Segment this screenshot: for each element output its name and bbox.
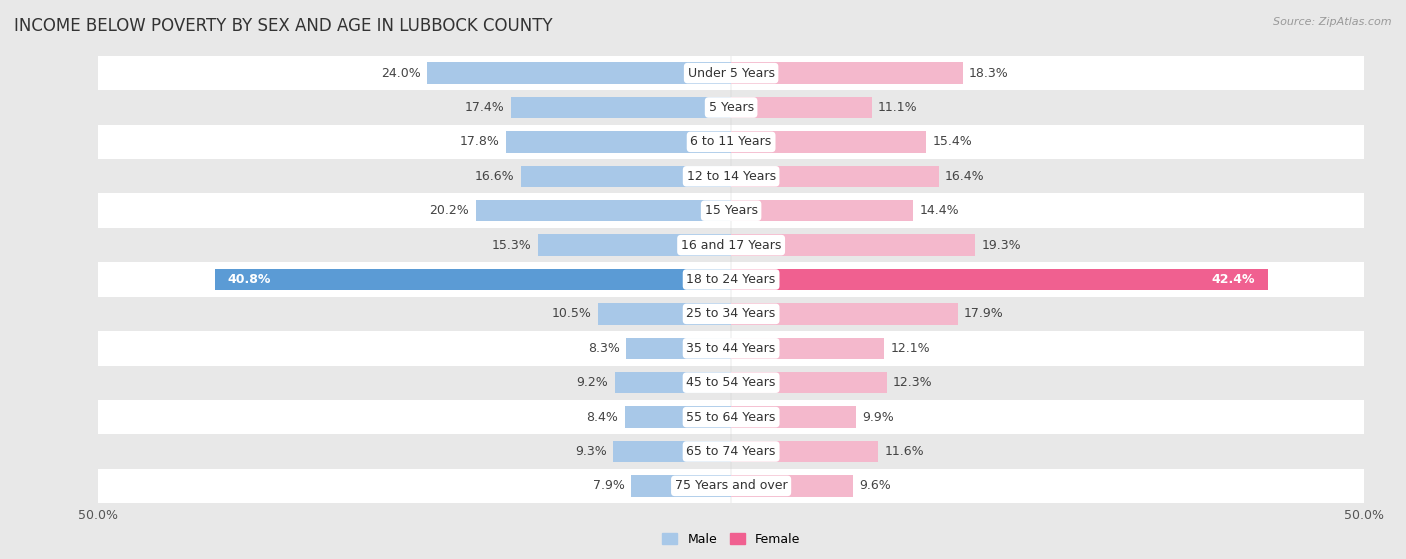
Bar — [731, 131, 927, 153]
Text: 9.3%: 9.3% — [575, 445, 607, 458]
Bar — [626, 338, 731, 359]
Bar — [731, 200, 914, 221]
Text: 65 to 74 Years: 65 to 74 Years — [686, 445, 776, 458]
Bar — [731, 269, 1268, 290]
Text: 12 to 14 Years: 12 to 14 Years — [686, 170, 776, 183]
Bar — [614, 372, 731, 394]
Text: 25 to 34 Years: 25 to 34 Years — [686, 307, 776, 320]
Text: 40.8%: 40.8% — [228, 273, 271, 286]
Bar — [98, 193, 1364, 228]
Bar — [731, 372, 887, 394]
Text: 14.4%: 14.4% — [920, 204, 959, 217]
Text: 16.6%: 16.6% — [475, 170, 515, 183]
Text: 7.9%: 7.9% — [593, 480, 624, 492]
Text: 9.2%: 9.2% — [576, 376, 609, 389]
Bar — [731, 303, 957, 325]
Bar — [98, 56, 1364, 91]
Bar — [510, 97, 731, 118]
Text: 19.3%: 19.3% — [981, 239, 1021, 252]
Legend: Male, Female: Male, Female — [658, 528, 804, 551]
Text: 17.9%: 17.9% — [965, 307, 1004, 320]
Bar — [98, 262, 1364, 297]
Text: 35 to 44 Years: 35 to 44 Years — [686, 342, 776, 355]
Text: 75 Years and over: 75 Years and over — [675, 480, 787, 492]
Text: 55 to 64 Years: 55 to 64 Years — [686, 411, 776, 424]
Bar — [98, 400, 1364, 434]
Text: 15.4%: 15.4% — [932, 135, 972, 148]
Text: INCOME BELOW POVERTY BY SEX AND AGE IN LUBBOCK COUNTY: INCOME BELOW POVERTY BY SEX AND AGE IN L… — [14, 17, 553, 35]
Bar — [506, 131, 731, 153]
Bar — [215, 269, 731, 290]
Text: 15 Years: 15 Years — [704, 204, 758, 217]
Text: 18 to 24 Years: 18 to 24 Years — [686, 273, 776, 286]
Bar — [98, 331, 1364, 366]
Text: 15.3%: 15.3% — [492, 239, 531, 252]
Bar — [98, 297, 1364, 331]
Text: 17.8%: 17.8% — [460, 135, 499, 148]
Bar — [599, 303, 731, 325]
Bar — [98, 468, 1364, 503]
Text: 5 Years: 5 Years — [709, 101, 754, 114]
Bar — [731, 97, 872, 118]
Bar — [475, 200, 731, 221]
Text: 18.3%: 18.3% — [969, 67, 1008, 79]
Text: Under 5 Years: Under 5 Years — [688, 67, 775, 79]
Bar — [731, 63, 963, 84]
Text: 16 and 17 Years: 16 and 17 Years — [681, 239, 782, 252]
Bar — [98, 366, 1364, 400]
Text: 6 to 11 Years: 6 to 11 Years — [690, 135, 772, 148]
Text: 12.1%: 12.1% — [890, 342, 931, 355]
Bar — [427, 63, 731, 84]
Bar — [613, 441, 731, 462]
Text: 17.4%: 17.4% — [465, 101, 505, 114]
Bar — [731, 406, 856, 428]
Bar — [731, 441, 877, 462]
Text: 24.0%: 24.0% — [381, 67, 420, 79]
Text: 11.6%: 11.6% — [884, 445, 924, 458]
Text: 9.6%: 9.6% — [859, 480, 890, 492]
Bar — [731, 338, 884, 359]
Text: 8.3%: 8.3% — [588, 342, 620, 355]
Bar — [98, 125, 1364, 159]
Text: 10.5%: 10.5% — [553, 307, 592, 320]
Text: 9.9%: 9.9% — [863, 411, 894, 424]
Bar — [537, 234, 731, 256]
Text: 8.4%: 8.4% — [586, 411, 619, 424]
Text: 20.2%: 20.2% — [429, 204, 470, 217]
Text: 16.4%: 16.4% — [945, 170, 984, 183]
Text: 11.1%: 11.1% — [877, 101, 918, 114]
Bar — [631, 475, 731, 496]
Bar — [731, 234, 976, 256]
Bar — [731, 475, 852, 496]
Bar — [98, 434, 1364, 468]
Bar — [98, 228, 1364, 262]
Text: 12.3%: 12.3% — [893, 376, 932, 389]
Bar — [624, 406, 731, 428]
Text: 42.4%: 42.4% — [1212, 273, 1256, 286]
Bar — [731, 165, 939, 187]
Text: 45 to 54 Years: 45 to 54 Years — [686, 376, 776, 389]
Bar — [522, 165, 731, 187]
Bar — [98, 91, 1364, 125]
Text: Source: ZipAtlas.com: Source: ZipAtlas.com — [1274, 17, 1392, 27]
Bar — [98, 159, 1364, 193]
